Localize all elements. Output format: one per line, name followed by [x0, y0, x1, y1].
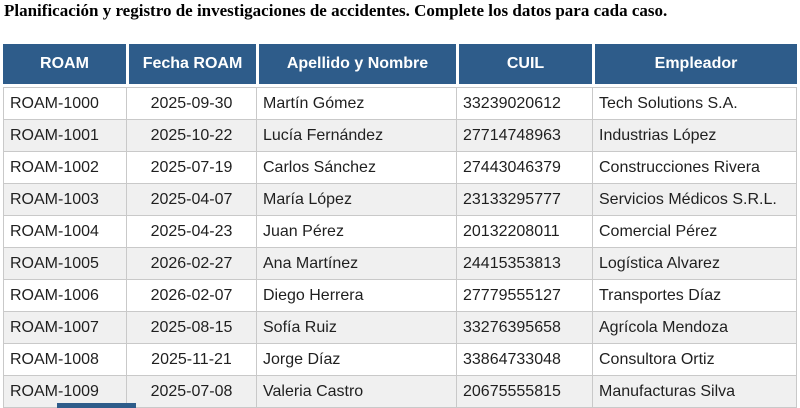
- cell-cuil: 27443046379: [457, 152, 593, 184]
- cell-cuil: 33864733048: [457, 344, 593, 376]
- cell-empleador: Comercial Pérez: [593, 216, 797, 248]
- cell-fecha: 2026-02-27: [127, 248, 257, 280]
- cell-empleador: Servicios Médicos S.R.L.: [593, 184, 797, 216]
- cell-nombre: Martín Gómez: [257, 87, 457, 120]
- cell-nombre: Diego Herrera: [257, 280, 457, 312]
- cell-nombre: Sofía Ruiz: [257, 312, 457, 344]
- cell-roam: ROAM-1008: [3, 344, 127, 376]
- table-row: ROAM-1008 2025-11-21 Jorge Díaz 33864733…: [3, 344, 797, 376]
- cell-fecha: 2026-02-07: [127, 280, 257, 312]
- column-header-empleador: Empleador: [593, 44, 797, 87]
- cell-fecha: 2025-09-30: [127, 87, 257, 120]
- column-header-fecha: Fecha ROAM: [127, 44, 257, 87]
- table-row: ROAM-1004 2025-04-23 Juan Pérez 20132208…: [3, 216, 797, 248]
- table-row: ROAM-1003 2025-04-07 María López 2313329…: [3, 184, 797, 216]
- column-header-nombre: Apellido y Nombre: [257, 44, 457, 87]
- cell-cuil: 20675555815: [457, 376, 593, 408]
- roam-table: ROAM Fecha ROAM Apellido y Nombre CUIL E…: [3, 44, 797, 408]
- cell-cuil: 23133295777: [457, 184, 593, 216]
- cell-roam: ROAM-1004: [3, 216, 127, 248]
- column-header-roam: ROAM: [3, 44, 127, 87]
- cell-empleador: Tech Solutions S.A.: [593, 87, 797, 120]
- cell-cuil: 24415353813: [457, 248, 593, 280]
- cell-fecha: 2025-04-23: [127, 216, 257, 248]
- cell-fecha: 2025-04-07: [127, 184, 257, 216]
- cell-roam: ROAM-1003: [3, 184, 127, 216]
- header-row: ROAM Fecha ROAM Apellido y Nombre CUIL E…: [3, 44, 797, 87]
- cell-nombre: María López: [257, 184, 457, 216]
- cell-roam: ROAM-1006: [3, 280, 127, 312]
- roam-table-container: ROAM Fecha ROAM Apellido y Nombre CUIL E…: [3, 44, 797, 408]
- cell-nombre: Juan Pérez: [257, 216, 457, 248]
- cell-empleador: Logística Alvarez: [593, 248, 797, 280]
- table-row: ROAM-1002 2025-07-19 Carlos Sánchez 2744…: [3, 152, 797, 184]
- cell-empleador: Construcciones Rivera: [593, 152, 797, 184]
- cell-cuil: 20132208011: [457, 216, 593, 248]
- cell-roam: ROAM-1000: [3, 87, 127, 120]
- page-title: Planificación y registro de investigacio…: [4, 1, 668, 20]
- cell-cuil: 33239020612: [457, 87, 593, 120]
- clipped-next-table-fragment: [57, 403, 136, 408]
- table-header: ROAM Fecha ROAM Apellido y Nombre CUIL E…: [3, 44, 797, 87]
- table-row: ROAM-1001 2025-10-22 Lucía Fernández 277…: [3, 120, 797, 152]
- cell-fecha: 2025-07-08: [127, 376, 257, 408]
- cell-empleador: Transportes Díaz: [593, 280, 797, 312]
- column-header-cuil: CUIL: [457, 44, 593, 87]
- cell-empleador: Manufacturas Silva: [593, 376, 797, 408]
- cell-nombre: Lucía Fernández: [257, 120, 457, 152]
- cell-fecha: 2025-10-22: [127, 120, 257, 152]
- cell-roam: ROAM-1007: [3, 312, 127, 344]
- cell-nombre: Valeria Castro: [257, 376, 457, 408]
- table-row: ROAM-1009 2025-07-08 Valeria Castro 2067…: [3, 376, 797, 408]
- cell-cuil: 33276395658: [457, 312, 593, 344]
- cell-cuil: 27779555127: [457, 280, 593, 312]
- table-row: ROAM-1005 2026-02-27 Ana Martínez 244153…: [3, 248, 797, 280]
- cell-fecha: 2025-08-15: [127, 312, 257, 344]
- cell-cuil: 27714748963: [457, 120, 593, 152]
- cell-empleador: Agrícola Mendoza: [593, 312, 797, 344]
- cell-nombre: Ana Martínez: [257, 248, 457, 280]
- cell-empleador: Consultora Ortiz: [593, 344, 797, 376]
- cell-roam: ROAM-1001: [3, 120, 127, 152]
- cell-roam: ROAM-1009: [3, 376, 127, 408]
- cell-nombre: Carlos Sánchez: [257, 152, 457, 184]
- cell-empleador: Industrias López: [593, 120, 797, 152]
- table-row: ROAM-1006 2026-02-07 Diego Herrera 27779…: [3, 280, 797, 312]
- cell-fecha: 2025-11-21: [127, 344, 257, 376]
- cell-fecha: 2025-07-19: [127, 152, 257, 184]
- cell-roam: ROAM-1002: [3, 152, 127, 184]
- table-body: ROAM-1000 2025-09-30 Martín Gómez 332390…: [3, 87, 797, 408]
- table-row: ROAM-1000 2025-09-30 Martín Gómez 332390…: [3, 87, 797, 120]
- cell-nombre: Jorge Díaz: [257, 344, 457, 376]
- table-row: ROAM-1007 2025-08-15 Sofía Ruiz 33276395…: [3, 312, 797, 344]
- cell-roam: ROAM-1005: [3, 248, 127, 280]
